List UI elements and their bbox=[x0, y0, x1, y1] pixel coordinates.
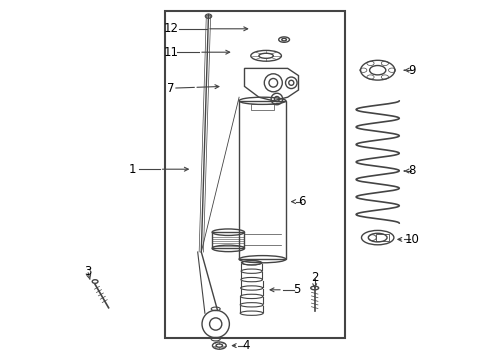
Text: 8: 8 bbox=[407, 165, 415, 177]
Text: 1: 1 bbox=[129, 163, 136, 176]
Text: 10: 10 bbox=[404, 233, 419, 246]
Text: 12: 12 bbox=[163, 22, 178, 35]
Text: 4: 4 bbox=[242, 339, 249, 352]
Text: 9: 9 bbox=[407, 64, 415, 77]
Text: 11: 11 bbox=[163, 46, 178, 59]
Text: 6: 6 bbox=[298, 195, 305, 208]
Text: 7: 7 bbox=[166, 82, 174, 95]
Text: 3: 3 bbox=[84, 265, 91, 278]
Text: 5: 5 bbox=[292, 283, 300, 296]
Text: 2: 2 bbox=[310, 271, 318, 284]
